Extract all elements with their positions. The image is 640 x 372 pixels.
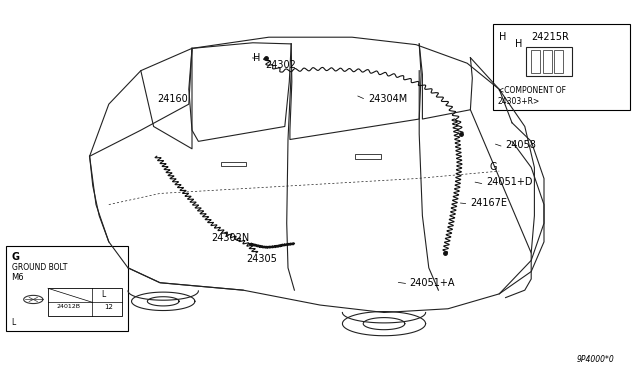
Bar — [493, 24, 630, 110]
Text: 24160: 24160 — [157, 94, 188, 103]
Text: 24215R: 24215R — [531, 32, 569, 42]
Text: 24051+A: 24051+A — [410, 278, 455, 288]
Text: <COMPONENT OF: <COMPONENT OF — [498, 86, 566, 94]
Text: 24302: 24302 — [266, 60, 296, 70]
Text: H: H — [499, 32, 507, 42]
Text: L: L — [101, 290, 106, 299]
Text: 9P4000*0: 9P4000*0 — [577, 355, 614, 364]
Bar — [526, 46, 572, 76]
Text: 24167E: 24167E — [470, 198, 508, 208]
Text: 24302N: 24302N — [211, 233, 250, 243]
Text: 12: 12 — [104, 304, 113, 310]
Text: M6: M6 — [12, 273, 24, 282]
Text: 24058: 24058 — [506, 140, 536, 150]
Text: L: L — [12, 318, 16, 327]
Text: 24304M: 24304M — [368, 94, 407, 103]
Bar — [543, 50, 552, 73]
Text: G: G — [490, 163, 497, 172]
Text: G: G — [12, 252, 20, 262]
Text: GROUND BOLT: GROUND BOLT — [12, 263, 67, 272]
Bar — [531, 50, 540, 73]
Bar — [48, 288, 122, 316]
Bar — [554, 50, 563, 73]
Bar — [221, 162, 246, 166]
Text: 24303+R>: 24303+R> — [498, 97, 540, 106]
Text: 24305: 24305 — [246, 254, 277, 263]
Bar — [6, 246, 128, 331]
Text: H: H — [253, 53, 260, 62]
Text: 24051+D: 24051+D — [486, 177, 533, 187]
Text: 24012B: 24012B — [56, 304, 81, 309]
Bar — [355, 154, 381, 159]
Text: H: H — [515, 39, 523, 49]
